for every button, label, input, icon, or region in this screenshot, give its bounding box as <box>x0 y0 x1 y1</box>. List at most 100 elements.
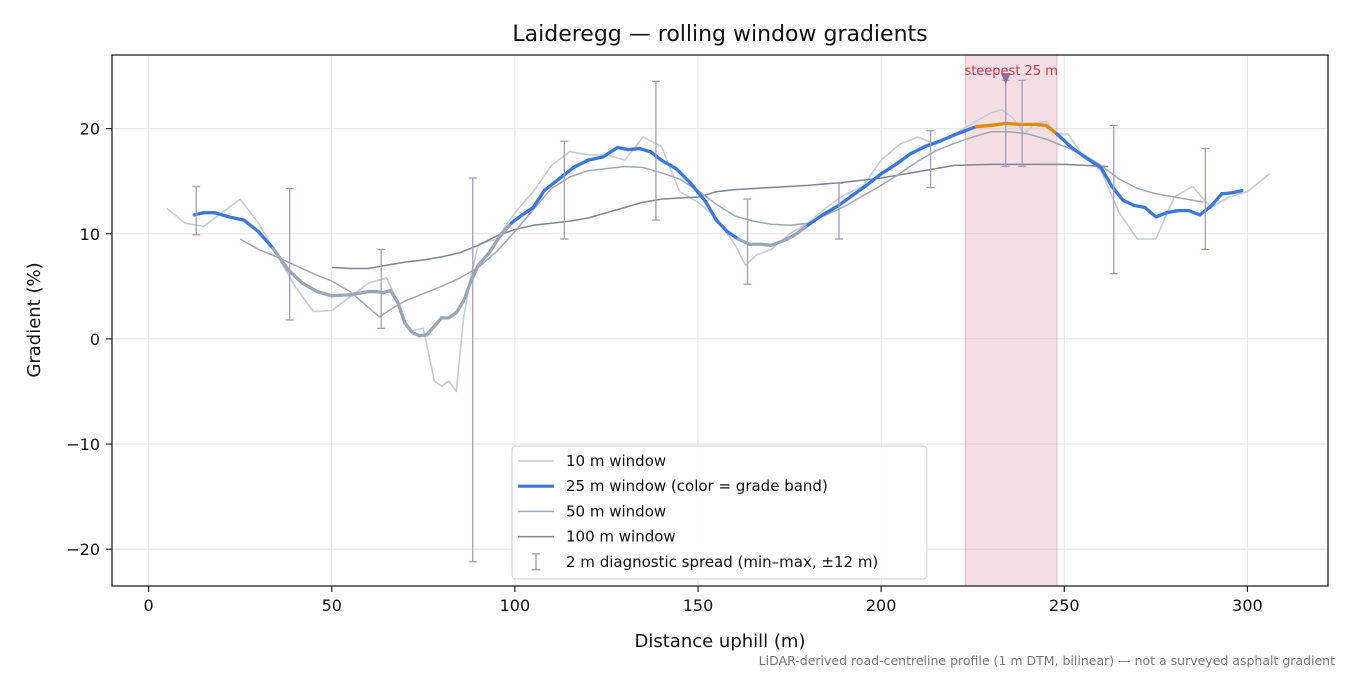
series-25m-window-segment <box>626 146 642 152</box>
legend: 10 m window 25 m window (color = grade ba… <box>511 445 928 580</box>
series-100m-window <box>331 163 1109 270</box>
series-25m-window-segment <box>963 124 979 133</box>
series-25m-window-segment <box>1121 198 1136 208</box>
series-25m-window-segment <box>1084 156 1103 170</box>
series-25m-window-segment <box>952 129 968 137</box>
series-25m-window-segment <box>689 181 707 203</box>
series-25m-window-segment <box>1165 208 1180 215</box>
series-25m-window-segment <box>586 155 605 162</box>
series-25m-window-segment <box>271 246 290 272</box>
series-25m-window-segment <box>879 162 898 176</box>
series-25m-window-segment <box>403 321 414 335</box>
series-25m-window-segment <box>1154 211 1169 219</box>
series-25m-window-segment <box>938 133 957 143</box>
series-25m-window-segment <box>601 145 620 159</box>
series-25m-window-segment <box>487 234 502 255</box>
series-25m-window-segment <box>974 123 993 129</box>
y-tick-label: −10 <box>66 435 100 454</box>
series-25m-window-segment <box>520 205 535 217</box>
x-tick-label: 50 <box>322 596 342 615</box>
footnote: LiDAR-derived road-centreline profile (1… <box>759 653 1335 668</box>
legend-label: 2 m diagnostic spread (min–max, ±12 m) <box>566 553 878 571</box>
legend-box <box>511 445 928 580</box>
steepest-band <box>964 54 1058 587</box>
series-25m-window-segment <box>923 139 942 149</box>
series-25m-window-segment <box>461 279 473 303</box>
series-25m-window-segment <box>425 324 436 337</box>
legend-label: 50 m window <box>566 502 666 520</box>
series-25m-window-segment <box>864 172 883 188</box>
y-tick-label: 20 <box>80 120 100 139</box>
steepest-marker <box>1000 73 1011 85</box>
x-tick-label: 300 <box>1232 596 1263 615</box>
series-25m-window-segment <box>432 316 444 328</box>
series-25m-window-segment <box>1069 145 1088 160</box>
series-25m-window-segment <box>388 288 400 304</box>
series-25m-window-segment <box>850 183 869 198</box>
series-25m-window-segment <box>703 199 718 222</box>
series-25m-window-segment <box>509 213 524 225</box>
x-tick-label: 150 <box>683 596 714 615</box>
series-25m-window-segment <box>791 223 810 238</box>
annotation-layer: steepest 25 m <box>964 64 1058 85</box>
errorbar-layer <box>192 79 1210 563</box>
series-25m-window-segment <box>758 242 773 247</box>
series-25m-window-segment <box>615 145 631 152</box>
grid-layer <box>112 55 1328 586</box>
legend-label: 10 m window <box>566 452 666 470</box>
series-25m-window-segment <box>637 146 653 154</box>
series-25m-window-segment <box>242 218 261 234</box>
series-50m-window <box>239 131 1204 318</box>
series-25m-window-segment <box>674 166 693 185</box>
series-25m-window-segment <box>769 239 784 247</box>
series-25m-window-segment <box>571 158 590 170</box>
x-tick-label: 200 <box>866 596 897 615</box>
series-layer <box>166 108 1270 393</box>
series-25m-window-segment <box>227 215 246 222</box>
steepest-label: steepest 25 m <box>964 64 1057 79</box>
series-25m-window-segment <box>820 204 839 217</box>
series-25m-window-segment <box>659 158 678 171</box>
plot-frame <box>111 54 1329 587</box>
steepest-band-layer <box>964 54 1058 587</box>
x-tick-label: 100 <box>500 596 531 615</box>
series-25m-window-segment <box>348 289 371 297</box>
series-25m-window-segment <box>894 152 913 167</box>
series-25m-window-segment <box>454 299 466 315</box>
series-25m-window-segment <box>1187 208 1202 217</box>
series-25m-window-segment <box>1004 121 1022 127</box>
x-tick-label: 250 <box>1049 596 1080 615</box>
legend-label: 25 m window (color = grade band) <box>566 477 828 495</box>
series-25m-window-segment <box>1209 192 1224 209</box>
x-tick-label: 0 <box>144 596 154 615</box>
series-25m-window-segment <box>542 177 561 193</box>
series-25m-window-segment <box>1231 188 1244 195</box>
series-25m-window-segment <box>1220 191 1235 196</box>
series-25m-window-segment <box>1033 122 1048 128</box>
series-25m-window-segment <box>476 251 491 267</box>
series-25m-window-segment <box>256 229 275 251</box>
y-tick-label: −20 <box>66 540 100 559</box>
series-25m-window-segment <box>531 188 546 210</box>
legend-label: 100 m window <box>566 528 676 546</box>
y-tick-label: 0 <box>90 330 100 349</box>
series-25m-window-segment <box>1143 205 1158 219</box>
series-25m-window-segment <box>300 281 319 294</box>
series-25m-window-segment <box>557 165 576 181</box>
series-25m-window-segment <box>714 218 729 234</box>
series-25m-window-segment <box>908 144 927 156</box>
chart-title: Laideregg — rolling window gradients <box>512 22 927 47</box>
series-25m-window-segment <box>212 211 231 219</box>
series-25m-window-segment <box>989 121 1008 128</box>
x-axis-label: Distance uphill (m) <box>635 631 806 652</box>
series-25m-window-segment <box>1099 165 1114 189</box>
series-25m-window-segment <box>1132 203 1147 210</box>
series-25m-window-segment <box>396 300 407 325</box>
series-25m-window-segment <box>1055 132 1074 150</box>
y-axis-label: Gradient (%) <box>24 262 45 377</box>
series-25m-window-segment <box>806 213 825 227</box>
series-25m-window-segment <box>498 221 513 238</box>
series-25m-window-segment <box>330 293 352 298</box>
